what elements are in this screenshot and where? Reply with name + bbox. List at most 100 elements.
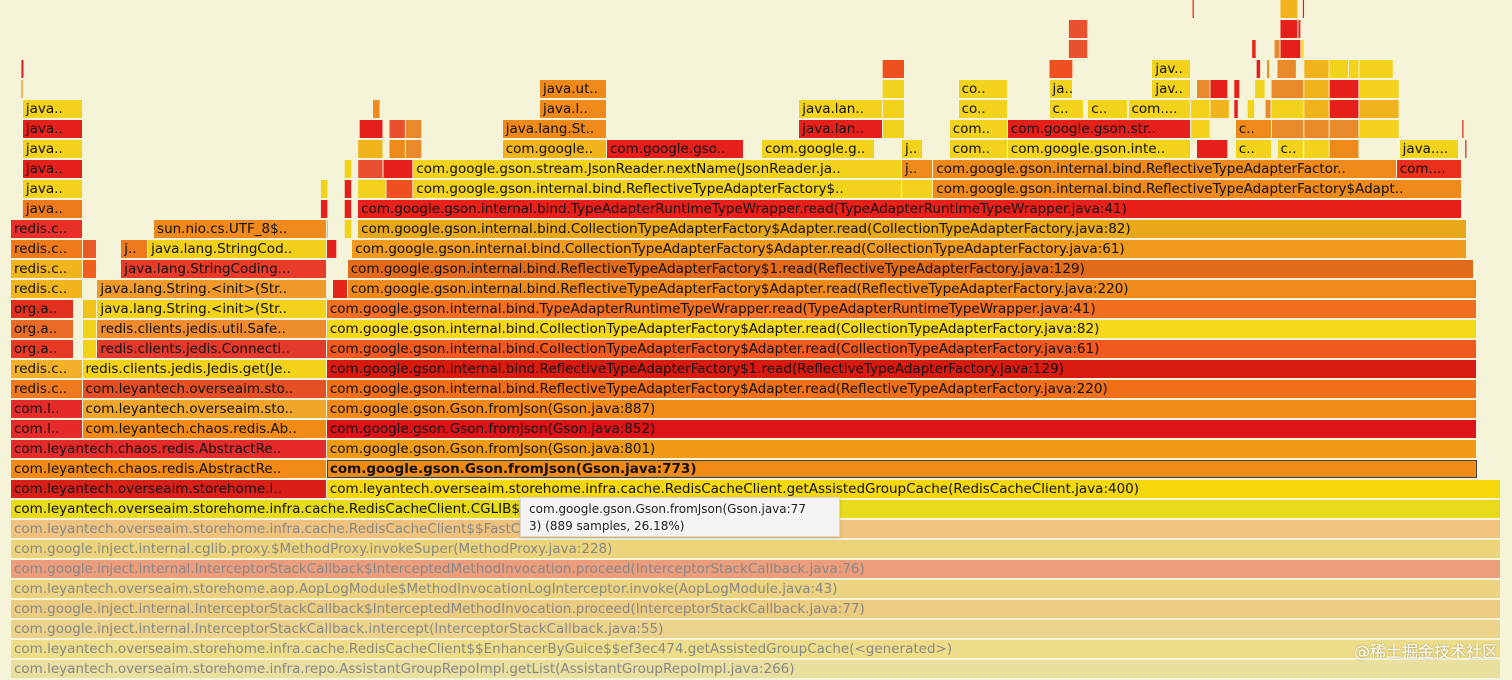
flame-frame[interactable]: com.leyantech.overseaim.storehome.aop.Ao… <box>11 580 1501 598</box>
flame-frame-narrow[interactable] <box>344 160 352 178</box>
flame-frame-narrow[interactable] <box>1197 140 1228 158</box>
flame-frame[interactable]: com.google.gson.internal.bind.Collection… <box>326 320 1478 338</box>
flame-frame[interactable]: com.. <box>949 140 1008 158</box>
flame-frame[interactable]: com.google.inject.internal.InterceptorSt… <box>11 620 1501 638</box>
flame-frame[interactable]: java.lang.StringCoding... <box>121 260 327 278</box>
flame-frame-narrow[interactable] <box>1255 80 1265 98</box>
flame-frame[interactable]: java.lang.String.<init>(Str.. <box>97 300 327 318</box>
flame-frame[interactable]: com.... <box>1128 100 1192 118</box>
flame-frame[interactable]: c.. <box>1235 140 1272 158</box>
flame-frame-narrow[interactable] <box>1274 40 1280 58</box>
flame-frame-narrow[interactable] <box>1265 100 1271 118</box>
flame-frame[interactable]: java.. <box>22 180 83 198</box>
flame-frame[interactable]: ja.. <box>1049 80 1074 98</box>
flame-frame[interactable]: com.leyantech.chaos.redis.AbstractRe.. <box>11 460 327 478</box>
flame-frame-narrow[interactable] <box>1465 140 1467 158</box>
flame-frame[interactable]: com.leyantech.overseaim.storehome.infra.… <box>11 660 1501 678</box>
flame-frame-narrow[interactable] <box>1349 60 1359 78</box>
flame-frame-narrow[interactable] <box>358 140 383 158</box>
flame-frame-narrow[interactable] <box>1247 100 1255 118</box>
flame-frame[interactable]: com.google.gson.internal.bind.Reflective… <box>933 180 1463 198</box>
flame-frame[interactable] <box>332 280 348 298</box>
flame-frame[interactable]: c.. <box>1277 140 1305 158</box>
flame-frame-narrow[interactable] <box>1359 60 1393 78</box>
flame-frame[interactable]: com.google.gson.internal.bind.Collection… <box>358 220 1467 238</box>
flame-frame[interactable]: com.google.gson.internal.bind.Reflective… <box>347 280 1478 298</box>
flame-frame[interactable]: com.google.inject.internal.InterceptorSt… <box>11 560 1501 578</box>
flame-frame[interactable]: jav.. <box>1152 80 1192 98</box>
flame-frame-narrow[interactable] <box>320 180 328 198</box>
flame-frame-narrow[interactable] <box>882 120 904 138</box>
flame-frame[interactable]: com.leyantech.overseaim.storehome.infra.… <box>326 480 1501 498</box>
flame-frame-narrow[interactable] <box>1197 80 1210 98</box>
flame-frame-narrow[interactable] <box>344 180 352 198</box>
flame-frame-narrow[interactable] <box>1271 100 1304 118</box>
flame-frame[interactable] <box>82 300 98 318</box>
flame-frame-narrow[interactable] <box>21 80 23 98</box>
flame-frame[interactable]: com.google.gson.internal.bind.TypeAdapte… <box>326 300 1478 318</box>
flame-frame-narrow[interactable] <box>373 100 380 118</box>
flame-frame-narrow[interactable] <box>1280 0 1298 18</box>
flame-frame[interactable]: com.google.gson.Gson.fromJson(Gson.java:… <box>326 460 1478 478</box>
flame-frame[interactable]: com.google.gson.stream.JsonReader.nextNa… <box>413 160 903 178</box>
flame-frame[interactable]: redis.c.. <box>11 260 83 278</box>
flame-frame[interactable]: redis.clients.jedis.util.Safe.. <box>97 320 327 338</box>
flame-frame-narrow[interactable] <box>1277 60 1296 78</box>
flame-frame[interactable]: com.. <box>949 120 1008 138</box>
flame-frame[interactable]: com.l.. <box>11 420 83 438</box>
flame-frame-narrow[interactable] <box>1192 0 1194 18</box>
flame-frame-narrow[interactable] <box>358 180 386 198</box>
flame-frame-narrow[interactable] <box>1329 60 1349 78</box>
flame-frame[interactable]: java.. <box>22 140 83 158</box>
flame-frame[interactable]: java.lan.. <box>799 120 883 138</box>
flame-frame-narrow[interactable] <box>326 240 337 258</box>
flame-frame-narrow[interactable] <box>1068 20 1088 38</box>
flame-frame[interactable]: com.... <box>1396 160 1463 178</box>
flame-frame-narrow[interactable] <box>405 120 422 138</box>
flame-frame[interactable]: com.google.gson.internal.bind.Reflective… <box>347 260 1475 278</box>
flame-frame-narrow[interactable] <box>344 200 352 218</box>
flame-frame-narrow[interactable] <box>1191 120 1210 138</box>
flame-frame[interactable]: com.google.inject.internal.cglib.proxy.$… <box>11 540 1501 558</box>
flame-frame[interactable]: j.. <box>902 140 923 158</box>
flame-frame-narrow[interactable] <box>1271 120 1304 138</box>
flame-frame[interactable]: com.l.. <box>11 400 83 418</box>
flame-frame[interactable]: com.google.gson.Gson.fromJson(Gson.java:… <box>326 420 1478 438</box>
flame-frame-narrow[interactable] <box>1304 80 1329 98</box>
flame-frame[interactable]: jav.. <box>1152 60 1192 78</box>
flame-frame[interactable]: com.google.gson.internal.bind.TypeAdapte… <box>358 200 1463 218</box>
flame-frame-narrow[interactable] <box>882 60 904 78</box>
flame-frame[interactable]: co.. <box>958 100 1008 118</box>
flame-frame-narrow[interactable] <box>882 100 904 118</box>
flame-frame[interactable]: com.google.gson.internal.bind.Reflective… <box>326 380 1478 398</box>
flame-frame[interactable]: redis.c.. <box>11 220 83 238</box>
flame-frame-narrow[interactable] <box>1267 60 1270 78</box>
flame-frame-narrow[interactable] <box>1359 100 1399 118</box>
flame-frame-narrow[interactable] <box>1304 140 1329 158</box>
flame-frame[interactable]: com.google.gson.inte.. <box>1007 140 1192 158</box>
flame-frame-narrow[interactable] <box>359 120 383 138</box>
flame-frame[interactable]: com.google.gson.internal.bind.Collection… <box>352 240 1467 258</box>
flame-frame[interactable]: java.lang.St.. <box>502 120 607 138</box>
flame-frame[interactable]: redis.c.. <box>11 280 83 298</box>
flame-frame-narrow[interactable] <box>1256 60 1261 78</box>
flame-frame[interactable]: java.. <box>22 200 83 218</box>
flame-frame-narrow[interactable] <box>1304 60 1329 78</box>
flame-frame-narrow[interactable] <box>1068 40 1088 58</box>
flame-frame-narrow[interactable] <box>1304 100 1329 118</box>
flame-frame[interactable]: j.. <box>902 160 934 178</box>
flame-frame-narrow[interactable] <box>1234 80 1240 98</box>
flame-frame[interactable]: com.google.gson.internal.bind.Reflective… <box>326 360 1478 378</box>
flame-frame[interactable]: com.google.gson.Gson.fromJson(Gson.java:… <box>326 440 1478 458</box>
flame-frame-narrow[interactable] <box>1301 40 1304 58</box>
flame-frame-narrow[interactable] <box>1359 120 1399 138</box>
flame-frame-narrow[interactable] <box>1280 20 1298 38</box>
flame-frame[interactable]: java.. <box>22 100 83 118</box>
flame-frame[interactable]: com.google.gson.str.. <box>1007 120 1192 138</box>
flame-frame[interactable]: com.google.inject.internal.InterceptorSt… <box>11 600 1501 618</box>
flame-frame-narrow[interactable] <box>1329 100 1359 118</box>
flame-frame-narrow[interactable] <box>1462 120 1464 138</box>
flame-frame-narrow[interactable] <box>344 220 352 238</box>
flame-frame[interactable]: java.. <box>22 120 83 138</box>
flame-frame[interactable]: co.. <box>958 80 1008 98</box>
